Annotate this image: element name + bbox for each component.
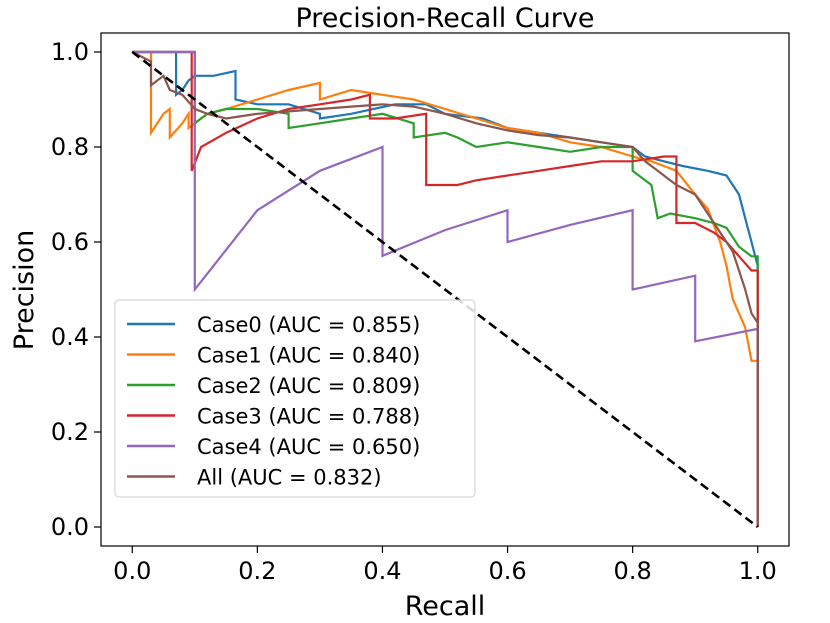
x-tick-label: 0.2 [238, 557, 276, 585]
series-line-case2 [132, 50, 759, 527]
series-line-case3 [132, 50, 759, 527]
series-layer [131, 50, 759, 529]
legend-entry: All (AUC = 0.832) [197, 466, 382, 490]
legend-entry: Case0 (AUC = 0.855) [197, 313, 420, 337]
y-tick-label: 0.8 [51, 133, 89, 161]
y-tick-label: 0.2 [51, 418, 89, 446]
series-line-case0 [132, 50, 759, 527]
legend-entry: Case2 (AUC = 0.809) [197, 374, 420, 398]
y-tick-label: 0.6 [51, 228, 89, 256]
random-baseline-line [131, 50, 759, 529]
y-axis: 0.0 0.2 0.4 0.6 0.8 1.0 [51, 38, 101, 541]
x-tick-label: 0.6 [488, 557, 526, 585]
legend: Case0 (AUC = 0.855) Case1 (AUC = 0.840) Ca… [114, 299, 476, 498]
plot-frame [100, 32, 790, 547]
legend-entry: Case1 (AUC = 0.840) [197, 344, 420, 368]
series-line-case4 [132, 50, 759, 527]
y-tick-label: 1.0 [51, 38, 89, 66]
x-axis-label: Recall [405, 591, 486, 622]
x-tick-label: 0.0 [113, 557, 151, 585]
legend-entry: Case3 (AUC = 0.788) [197, 405, 420, 429]
y-axis-label: Precision [9, 230, 40, 350]
x-axis: 0.0 0.2 0.4 0.6 0.8 1.0 [113, 546, 777, 585]
series-line-all [131, 51, 759, 527]
x-tick-label: 0.4 [363, 557, 401, 585]
chart-title: Precision-Recall Curve [295, 3, 594, 34]
y-tick-label: 0.4 [51, 323, 89, 351]
x-tick-label: 1.0 [739, 557, 777, 585]
legend-box [114, 299, 476, 498]
series-line-case1 [132, 50, 759, 527]
x-tick-label: 0.8 [614, 557, 652, 585]
y-tick-label: 0.0 [51, 513, 89, 541]
legend-entry: Case4 (AUC = 0.650) [197, 435, 420, 459]
